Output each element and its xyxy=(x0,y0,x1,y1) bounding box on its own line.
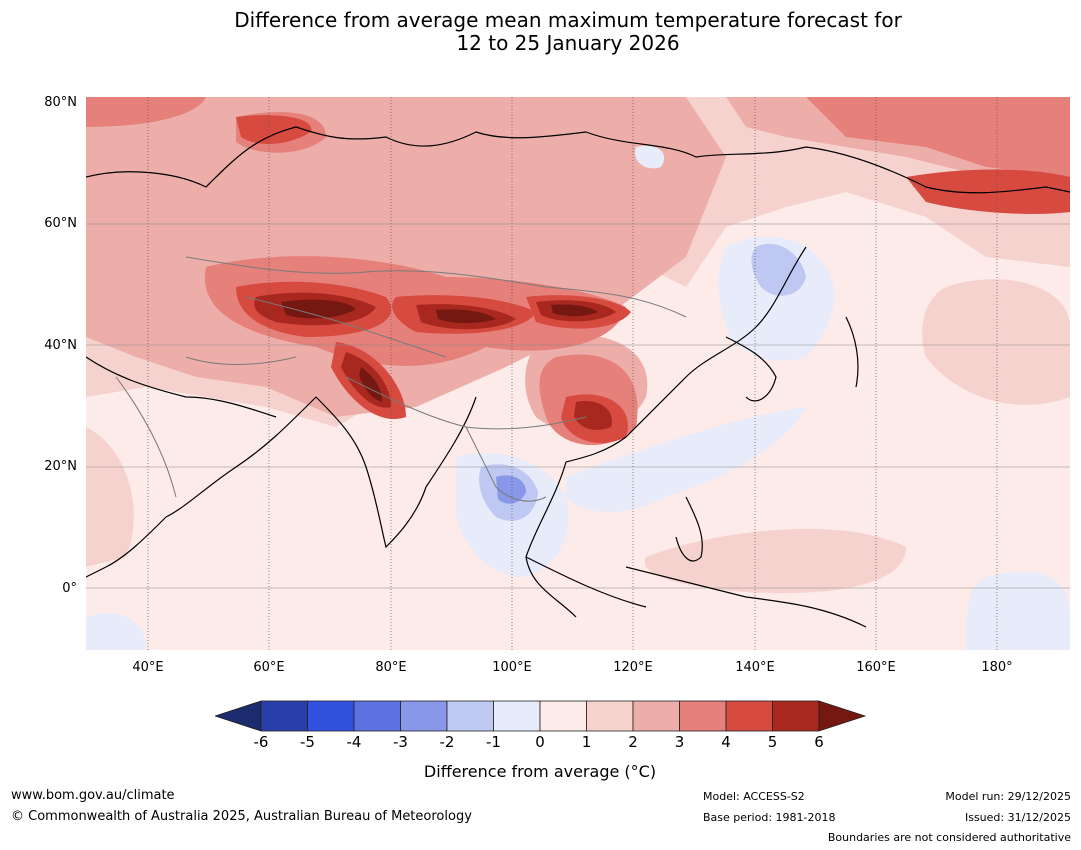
anomaly-band-minus3-minus2 xyxy=(496,475,526,504)
colorbar-cell xyxy=(260,700,308,732)
base-period: Base period: 1981-2018 xyxy=(703,811,836,824)
colorbar-tick-label: 1 xyxy=(581,733,592,751)
colorbar-tick-label: -4 xyxy=(346,733,362,751)
colorbar-cell xyxy=(772,700,820,732)
colorbar-cell xyxy=(679,700,727,732)
issued-date: Issued: 31/12/2025 xyxy=(964,811,1071,824)
colorbar xyxy=(215,700,867,732)
latitude-gridlines xyxy=(86,223,1070,589)
longitude-gridlines xyxy=(147,97,998,650)
map-title: Difference from average mean maximum tem… xyxy=(0,9,1081,55)
colorbar-cells xyxy=(215,700,867,732)
model-run-date: Model run: 29/12/2025 xyxy=(945,790,1071,803)
copyright-notice: © Commonwealth of Australia 2025, Austra… xyxy=(11,809,472,824)
colorbar-cell xyxy=(446,700,494,732)
boundary-disclaimer: Boundaries are not considered authoritat… xyxy=(827,831,1071,844)
lon-label-100e: 100°E xyxy=(492,660,532,675)
lon-label-160e: 160°E xyxy=(856,660,896,675)
lon-label-40e: 40°E xyxy=(132,660,164,675)
lon-label-60e: 60°E xyxy=(253,660,285,675)
colorbar-tick-label: -5 xyxy=(300,733,315,751)
colorbar-cell xyxy=(353,700,401,732)
colorbar-title: Difference from average (°C) xyxy=(423,762,657,781)
colorbar-tick-label: -1 xyxy=(486,733,501,751)
colorbar-tick-label: 6 xyxy=(814,733,824,751)
bom-url-link[interactable]: www.bom.gov.au/climate xyxy=(11,788,175,803)
forecast-map xyxy=(86,97,1070,650)
colorbar-cell xyxy=(539,700,587,732)
title-line-1: Difference from average mean maximum tem… xyxy=(234,8,902,32)
colorbar-cell xyxy=(493,700,541,732)
colorbar-cell xyxy=(586,700,634,732)
colorbar-cell xyxy=(725,700,773,732)
anomaly-field xyxy=(86,97,1070,650)
colorbar-tick-label: -2 xyxy=(439,733,455,751)
colorbar-cell xyxy=(307,700,355,732)
lon-label-80e: 80°E xyxy=(375,660,407,675)
colorbar-tick-label: 4 xyxy=(721,733,731,751)
colorbar-tick-label: 2 xyxy=(628,733,638,751)
colorbar-tick-label: 3 xyxy=(674,733,685,751)
lat-label-0: 0° xyxy=(62,581,77,596)
colorbar-cell xyxy=(400,700,448,732)
model-name: Model: ACCESS-S2 xyxy=(703,790,805,803)
lat-label-80n: 80°N xyxy=(44,95,77,110)
colorbar-tick-label: 5 xyxy=(767,733,778,751)
colorbar-cell xyxy=(632,700,680,732)
lon-label-140e: 140°E xyxy=(735,660,775,675)
lon-label-120e: 120°E xyxy=(613,660,653,675)
coastlines xyxy=(86,126,1070,628)
title-line-2: 12 to 25 January 2026 xyxy=(456,31,680,55)
colorbar-tick-label: -3 xyxy=(393,733,408,751)
lat-label-40n: 40°N xyxy=(44,338,77,353)
anomaly-band-above-6 xyxy=(281,299,598,402)
colorbar-tick-label: -6 xyxy=(253,733,269,751)
lat-label-20n: 20°N xyxy=(44,459,77,474)
country-borders xyxy=(115,256,687,502)
colorbar-extend-high xyxy=(818,700,867,732)
lat-label-60n: 60°N xyxy=(44,216,77,231)
colorbar-extend-low xyxy=(215,700,262,732)
colorbar-tick-label: 0 xyxy=(535,733,545,751)
lon-label-180: 180° xyxy=(981,660,1013,675)
